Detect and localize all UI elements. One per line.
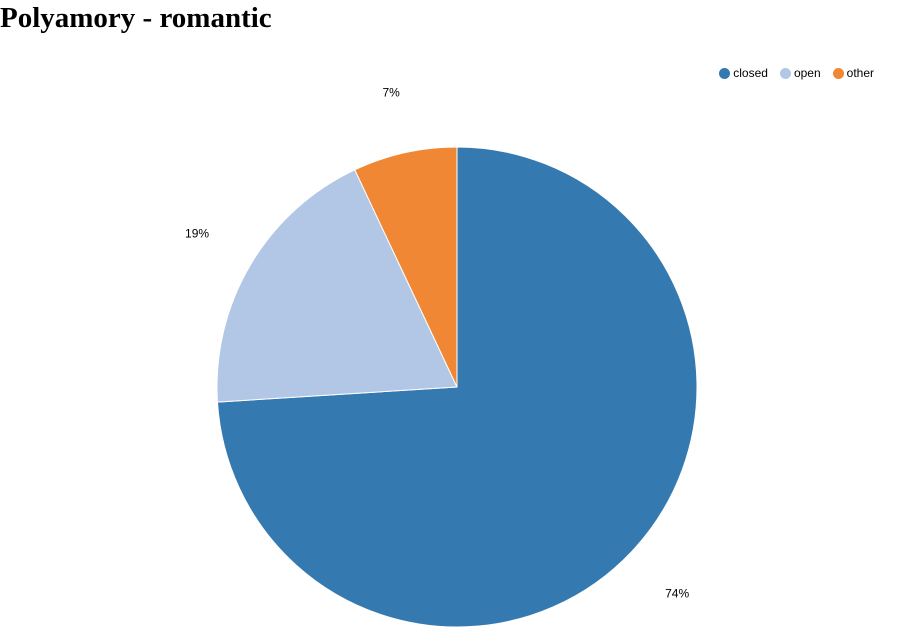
legend-item-other[interactable]: other (832, 66, 874, 80)
legend-swatch-other (832, 67, 844, 79)
legend-swatch-closed (719, 67, 731, 79)
slice-label-open: 19% (185, 226, 209, 240)
pie-slice-other[interactable] (354, 146, 458, 388)
legend-label-closed: closed (733, 66, 768, 80)
pie-slice-open[interactable] (216, 169, 458, 403)
slice-label-other: 7% (382, 85, 400, 99)
legend-item-open[interactable]: open (779, 66, 821, 80)
chart-legend: closed open other (719, 64, 874, 82)
legend-label-open: open (793, 66, 821, 80)
slice-label-closed: 74% (665, 587, 689, 601)
legend-item-closed[interactable]: closed (719, 66, 768, 80)
chart-title: Polyamory - romantic (0, 2, 272, 34)
legend-label-other: other (846, 66, 874, 80)
legend-swatch-open (779, 67, 791, 79)
